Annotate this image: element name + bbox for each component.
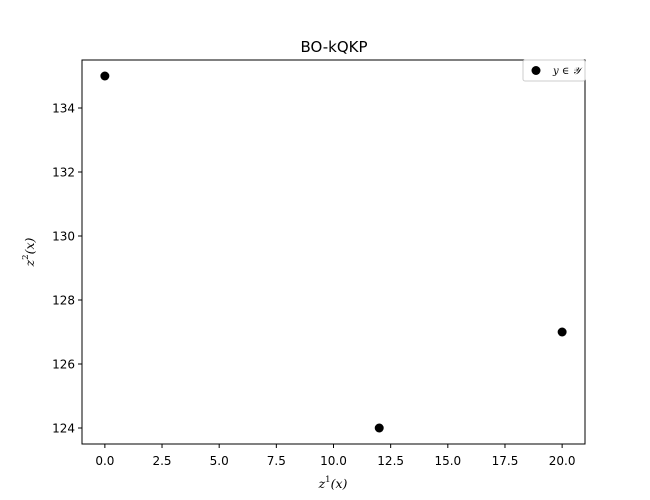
chart-title: BO-kQKP xyxy=(300,38,367,56)
y-axis-ticks: 124 126 128 130 132 134 xyxy=(52,102,82,436)
y-tick-label: 134 xyxy=(52,102,75,116)
data-points xyxy=(100,71,567,433)
data-point xyxy=(557,327,567,337)
x-axis-ticks: 0.0 2.5 5.0 7.5 10.0 12.5 15.0 17.5 20.0 xyxy=(95,444,575,468)
data-point xyxy=(374,423,384,433)
legend-marker xyxy=(531,66,541,75)
x-tick-label: 20.0 xyxy=(549,454,576,468)
y-tick-label: 132 xyxy=(52,166,75,180)
y-tick-label: 124 xyxy=(52,422,75,436)
y-tick-label: 130 xyxy=(52,230,75,244)
x-tick-label: 5.0 xyxy=(210,454,229,468)
x-tick-label: 2.5 xyxy=(152,454,171,468)
plot-area-frame xyxy=(81,59,586,445)
legend-box xyxy=(522,59,586,82)
x-tick-label: 15.0 xyxy=(434,454,461,468)
x-tick-label: 10.0 xyxy=(320,454,347,468)
y-tick-label: 126 xyxy=(52,358,75,372)
x-tick-label: 0.0 xyxy=(95,454,114,468)
y-axis-label: z2(x) xyxy=(21,237,37,267)
x-axis-label: z1(x) xyxy=(318,475,348,491)
x-tick-label: 7.5 xyxy=(267,454,286,468)
x-tick-label: 17.5 xyxy=(492,454,519,468)
y-tick-label: 128 xyxy=(52,294,75,308)
data-point xyxy=(100,71,110,81)
x-tick-label: 12.5 xyxy=(377,454,404,468)
legend: y ∈ 𝒴 xyxy=(522,59,586,82)
legend-label: y ∈ 𝒴 xyxy=(552,66,583,77)
